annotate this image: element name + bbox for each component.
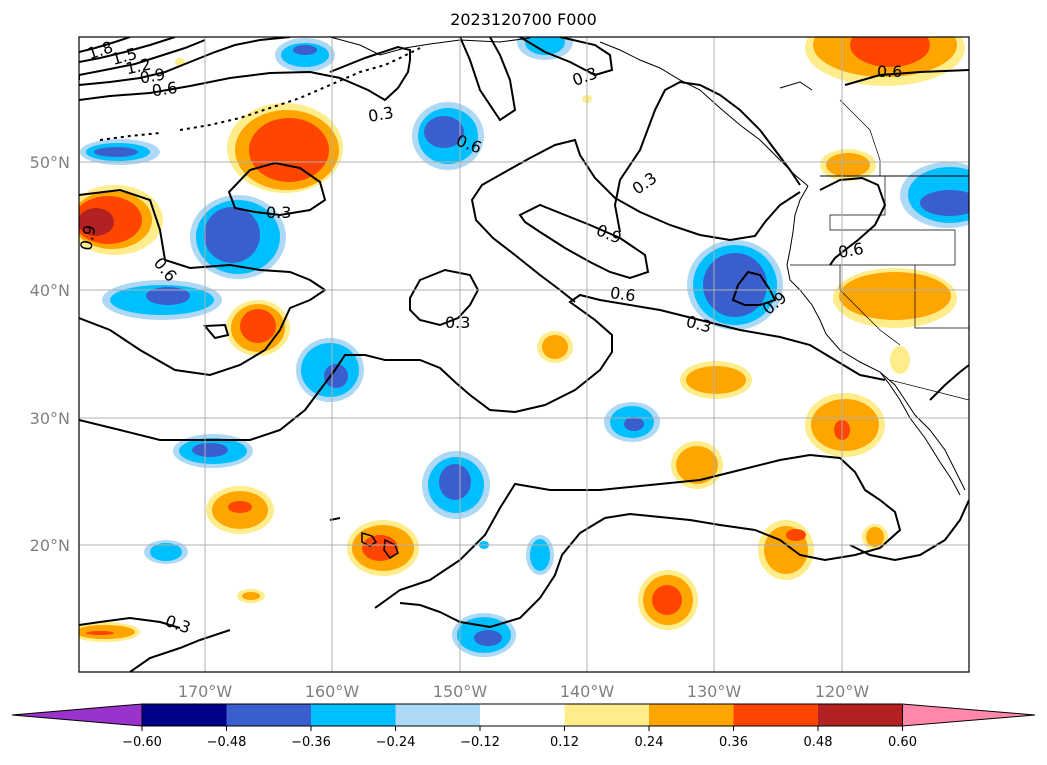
lat-label: 20°N <box>30 536 70 555</box>
colorbar-tick-label: −0.60 <box>122 735 162 750</box>
colorbar-segment <box>480 704 565 726</box>
map-title: 2023120700 F000 <box>450 10 597 29</box>
colorbar-segment <box>733 704 819 726</box>
lat-label: 50°N <box>30 153 70 172</box>
colorbar-segment <box>142 704 227 726</box>
lon-label: 170°W <box>178 682 233 701</box>
warm-anomaly <box>79 622 140 642</box>
warm-anomaly <box>805 37 965 86</box>
cool-anomaly <box>452 613 516 657</box>
warm-anomaly <box>227 103 343 193</box>
warm-anomaly <box>862 524 888 550</box>
colorbar-tick-label: 0.24 <box>635 735 664 750</box>
contour-label-layer: 1.8 1.5 1.2 0.9 0.6 0.3 0.3 0.6 0.3 0.3 … <box>76 37 902 637</box>
contour-label: 0.3 <box>367 103 395 126</box>
anomaly-fill-layer <box>79 37 969 657</box>
cool-anomaly <box>275 38 335 72</box>
colorbar-tick-label: −0.12 <box>460 735 500 750</box>
colorbar-segment <box>564 704 650 726</box>
warm-anomaly <box>820 149 876 181</box>
contour-label: 0.9 <box>138 64 166 87</box>
warm-anomaly <box>680 361 752 399</box>
lon-label: 160°W <box>305 682 360 701</box>
cool-anomaly <box>604 402 660 442</box>
warm-anomaly <box>805 393 885 457</box>
contour-label: 0.6 <box>877 62 902 81</box>
contour-label: 0.3 <box>266 203 291 222</box>
gridline-layer <box>79 37 969 672</box>
colorbar-tick-label: −0.48 <box>207 735 247 750</box>
contour-label: 1.2 <box>124 54 153 78</box>
cool-anomaly <box>422 451 490 519</box>
lat-label: 40°N <box>30 281 70 300</box>
warm-anomaly <box>890 346 910 374</box>
warm-anomaly <box>537 331 573 363</box>
warm-anomaly <box>237 589 265 603</box>
contour-layer <box>79 37 969 672</box>
lon-label: 140°W <box>560 682 615 701</box>
colorbar-tick-label: −0.24 <box>376 735 416 750</box>
colorbar-extend-low <box>11 703 143 727</box>
contour-label: 0.3 <box>570 63 600 90</box>
cool-anomaly <box>80 139 160 165</box>
cool-anomaly <box>144 540 188 564</box>
colorbar-tick-label: 0.12 <box>550 735 579 750</box>
cool-anomaly <box>900 162 969 228</box>
colorbar-segment <box>226 704 312 726</box>
map-frame <box>78 36 970 673</box>
warm-anomaly <box>638 570 698 630</box>
cool-anomaly <box>412 102 484 170</box>
warm-anomaly <box>79 185 163 255</box>
colorbar-tick-label: 0.60 <box>888 735 917 750</box>
lon-label: 150°W <box>433 682 488 701</box>
contour-label: 0.9 <box>76 224 99 252</box>
colorbar-outline <box>141 703 903 727</box>
colorbar-segment <box>395 704 481 726</box>
warm-anomaly <box>758 520 814 580</box>
lon-label: 130°W <box>687 682 742 701</box>
colorbar-segment <box>649 704 734 726</box>
cool-anomaly <box>296 338 364 402</box>
lat-label: 30°N <box>30 409 70 428</box>
contour-label: 0.6 <box>837 239 865 262</box>
colorbar-segment <box>818 704 903 726</box>
longitude-labels: 170°W 160°W 150°W 140°W 130°W 120°W <box>178 682 870 701</box>
contour-label: 0.6 <box>609 283 637 305</box>
warm-anomaly <box>206 486 274 534</box>
contour-label: 0.3 <box>629 168 661 198</box>
cool-anomaly <box>102 280 222 320</box>
contour-label: 0.3 <box>163 611 193 638</box>
colorbar-extend-high <box>902 703 1036 727</box>
colorbar: −0.60 −0.48 −0.36 −0.24 −0.12 0.12 0.24 0.36 0.4… <box>11 703 1036 750</box>
colorbar-tick-label: −0.36 <box>291 735 331 750</box>
colorbar-tick-label: 0.48 <box>804 735 833 750</box>
cool-anomaly <box>526 535 554 575</box>
warm-anomaly <box>226 300 290 356</box>
contour-label: 0.6 <box>151 78 179 100</box>
warm-anomaly <box>833 268 957 328</box>
warm-anomaly <box>347 520 419 576</box>
colorbar-segment <box>311 704 396 726</box>
cool-anomaly <box>190 195 286 279</box>
cool-anomaly <box>517 37 573 60</box>
contour-label: 0.3 <box>445 313 470 332</box>
cool-anomaly <box>173 434 253 468</box>
latitude-labels: 50°N 40°N 30°N 20°N <box>30 153 70 555</box>
colorbar-tick-label: 0.36 <box>719 735 748 750</box>
lon-label: 120°W <box>815 682 870 701</box>
contour-label: 0.9 <box>594 220 625 247</box>
